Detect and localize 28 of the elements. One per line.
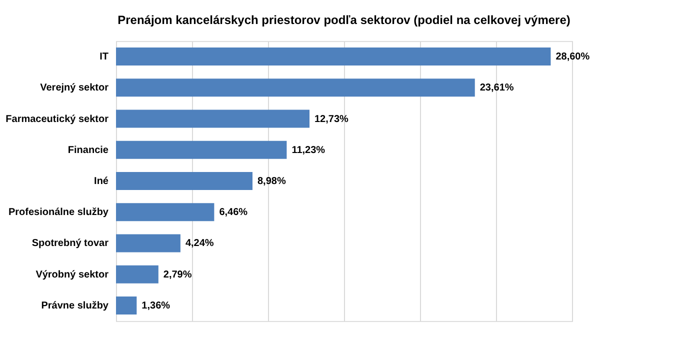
data-label: 6,46%	[219, 207, 248, 218]
data-label: 2,79%	[163, 269, 192, 280]
chart-title: Prenájom kancelárskych priestorov podľa sektorov (podiel na celkovej výmere)	[118, 13, 570, 27]
data-label: 23,61%	[480, 82, 514, 94]
bar	[116, 48, 551, 66]
y-tick-label: Verejný sektor	[40, 82, 109, 94]
bar	[116, 203, 214, 222]
y-tick-label: Iné	[94, 176, 109, 187]
y-tick-label: Výrobný sektor	[36, 269, 109, 280]
bar	[116, 265, 158, 284]
data-label: 12,73%	[314, 114, 349, 125]
y-tick-label: Spotrebný tovar	[32, 238, 109, 250]
data-label: 1,36%	[142, 300, 170, 312]
y-tick-label: Financie	[68, 144, 109, 156]
bar	[116, 110, 310, 128]
data-label: 11,23%	[292, 144, 326, 156]
data-label: 4,24%	[185, 238, 214, 250]
y-tick-label: Farmaceutický sektor	[6, 114, 109, 125]
y-tick-label: IT	[100, 52, 108, 63]
y-tick-label: Právne služby	[41, 300, 109, 312]
bar	[116, 172, 252, 190]
bar	[116, 234, 180, 252]
data-label: 28,60%	[556, 52, 590, 63]
bar	[116, 140, 287, 159]
bar	[116, 78, 475, 97]
bar	[116, 296, 137, 314]
data-label: 8,98%	[257, 176, 286, 187]
y-tick-label: Profesionálne služby	[8, 207, 109, 218]
